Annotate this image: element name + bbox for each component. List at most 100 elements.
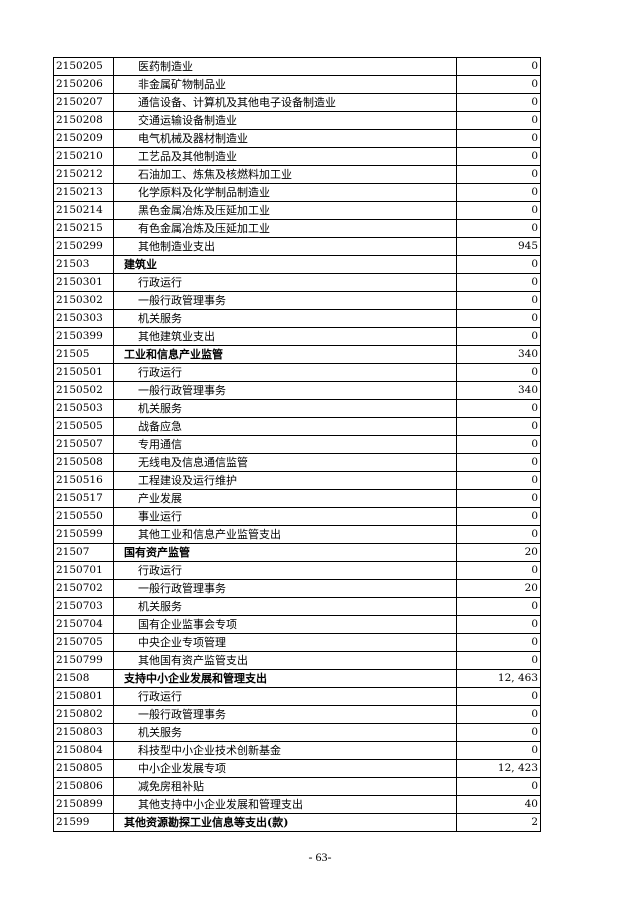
table-row: 2150212 石油加工、炼焦及核燃料加工业 0 <box>53 165 541 184</box>
category-row: 21599 其他资源勘探工业信息等支出(款) 2 <box>53 813 541 832</box>
table-row: 2150502 一般行政管理事务 340 <box>53 381 541 400</box>
value-cell: 0 <box>456 147 541 166</box>
name-cell: 科技型中小企业技术创新基金 <box>113 741 457 760</box>
value-cell: 0 <box>456 75 541 94</box>
code-cell: 21505 <box>53 345 114 364</box>
value-cell: 0 <box>456 201 541 220</box>
table-row: 2150516 工程建设及运行维护 0 <box>53 471 541 490</box>
value-cell: 0 <box>456 219 541 238</box>
table-row: 2150899 其他支持中小企业发展和管理支出 40 <box>53 795 541 814</box>
value-cell: 340 <box>456 345 541 364</box>
name-cell: 工程建设及运行维护 <box>113 471 457 490</box>
name-cell: 机关服务 <box>113 399 457 418</box>
name-cell: 其他工业和信息产业监管支出 <box>113 525 457 544</box>
table-row: 2150550 事业运行 0 <box>53 507 541 526</box>
code-cell: 2150209 <box>53 129 114 148</box>
name-cell: 建筑业 <box>113 255 457 274</box>
value-cell: 0 <box>456 651 541 670</box>
name-cell: 国有企业监事会专项 <box>113 615 457 634</box>
value-cell: 0 <box>456 291 541 310</box>
code-cell: 2150215 <box>53 219 114 238</box>
table-row: 2150205 医药制造业 0 <box>53 57 541 76</box>
table-row: 2150505 战备应急 0 <box>53 417 541 436</box>
name-cell: 机关服务 <box>113 723 457 742</box>
code-cell: 21599 <box>53 813 114 832</box>
value-cell: 0 <box>456 489 541 508</box>
value-cell: 340 <box>456 381 541 400</box>
budget-table: 2150205 医药制造业 0 2150206 非金属矿物制品业 0 2150207 通信设备… <box>53 57 541 832</box>
code-cell: 2150799 <box>53 651 114 670</box>
value-cell: 0 <box>456 129 541 148</box>
code-cell: 2150501 <box>53 363 114 382</box>
value-cell: 0 <box>456 327 541 346</box>
value-cell: 0 <box>456 615 541 634</box>
table-row: 2150503 机关服务 0 <box>53 399 541 418</box>
value-cell: 20 <box>456 543 541 562</box>
name-cell: 事业运行 <box>113 507 457 526</box>
name-cell: 无线电及信息通信监管 <box>113 453 457 472</box>
code-cell: 2150205 <box>53 57 114 76</box>
code-cell: 2150210 <box>53 147 114 166</box>
value-cell: 0 <box>456 183 541 202</box>
name-cell: 减免房租补贴 <box>113 777 457 796</box>
value-cell: 0 <box>456 435 541 454</box>
code-cell: 2150507 <box>53 435 114 454</box>
value-cell: 0 <box>456 273 541 292</box>
name-cell: 其他支持中小企业发展和管理支出 <box>113 795 457 814</box>
name-cell: 工业和信息产业监管 <box>113 345 457 364</box>
category-row: 21505 工业和信息产业监管 340 <box>53 345 541 364</box>
value-cell: 0 <box>456 453 541 472</box>
name-cell: 一般行政管理事务 <box>113 705 457 724</box>
value-cell: 0 <box>456 309 541 328</box>
name-cell: 机关服务 <box>113 597 457 616</box>
value-cell: 20 <box>456 579 541 598</box>
code-cell: 2150303 <box>53 309 114 328</box>
value-cell: 0 <box>456 723 541 742</box>
name-cell: 一般行政管理事务 <box>113 291 457 310</box>
name-cell: 战备应急 <box>113 417 457 436</box>
table-row: 2150806 减免房租补贴 0 <box>53 777 541 796</box>
name-cell: 医药制造业 <box>113 57 457 76</box>
table-row: 2150209 电气机械及器材制造业 0 <box>53 129 541 148</box>
value-cell: 12, 463 <box>456 669 541 688</box>
table-row: 2150302 一般行政管理事务 0 <box>53 291 541 310</box>
value-cell: 945 <box>456 237 541 256</box>
name-cell: 非金属矿物制品业 <box>113 75 457 94</box>
table-row: 2150207 通信设备、计算机及其他电子设备制造业 0 <box>53 93 541 112</box>
value-cell: 0 <box>456 525 541 544</box>
code-cell: 2150503 <box>53 399 114 418</box>
code-cell: 2150208 <box>53 111 114 130</box>
table-row: 2150299 其他制造业支出 945 <box>53 237 541 256</box>
code-cell: 2150704 <box>53 615 114 634</box>
code-cell: 2150399 <box>53 327 114 346</box>
name-cell: 石油加工、炼焦及核燃料加工业 <box>113 165 457 184</box>
value-cell: 2 <box>456 813 541 832</box>
name-cell: 其他国有资产监管支出 <box>113 651 457 670</box>
code-cell: 2150299 <box>53 237 114 256</box>
name-cell: 专用通信 <box>113 435 457 454</box>
value-cell: 0 <box>456 165 541 184</box>
name-cell: 一般行政管理事务 <box>113 579 457 598</box>
table-row: 2150508 无线电及信息通信监管 0 <box>53 453 541 472</box>
table-row: 2150702 一般行政管理事务 20 <box>53 579 541 598</box>
value-cell: 0 <box>456 93 541 112</box>
name-cell: 一般行政管理事务 <box>113 381 457 400</box>
value-cell: 0 <box>456 507 541 526</box>
name-cell: 交通运输设备制造业 <box>113 111 457 130</box>
code-cell: 2150804 <box>53 741 114 760</box>
value-cell: 0 <box>456 417 541 436</box>
table-row: 2150799 其他国有资产监管支出 0 <box>53 651 541 670</box>
code-cell: 2150516 <box>53 471 114 490</box>
code-cell: 2150212 <box>53 165 114 184</box>
name-cell: 有色金属冶炼及压延加工业 <box>113 219 457 238</box>
code-cell: 2150806 <box>53 777 114 796</box>
name-cell: 产业发展 <box>113 489 457 508</box>
code-cell: 2150214 <box>53 201 114 220</box>
code-cell: 21503 <box>53 255 114 274</box>
code-cell: 2150801 <box>53 687 114 706</box>
page-number: - 63- <box>308 850 332 864</box>
code-cell: 2150550 <box>53 507 114 526</box>
code-cell: 21507 <box>53 543 114 562</box>
code-cell: 2150505 <box>53 417 114 436</box>
name-cell: 中小企业发展专项 <box>113 759 457 778</box>
